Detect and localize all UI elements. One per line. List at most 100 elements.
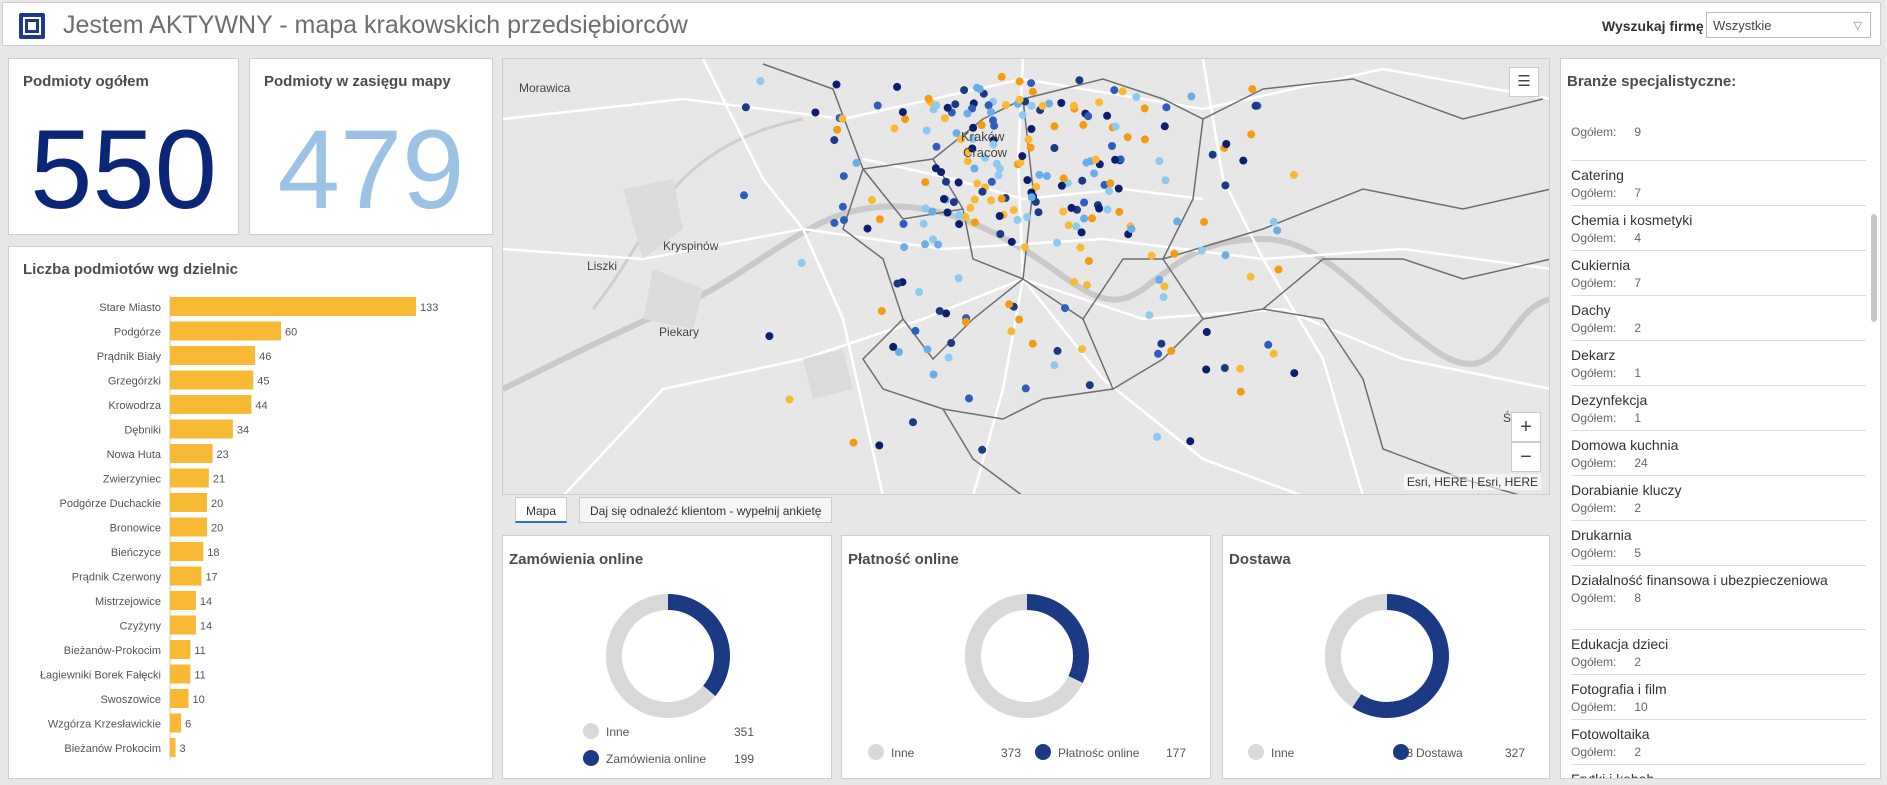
map-point[interactable] <box>1015 77 1024 86</box>
map-point[interactable] <box>1091 155 1100 164</box>
map-point[interactable] <box>957 135 965 144</box>
map-point[interactable] <box>1059 207 1068 216</box>
branch-list-item[interactable]: Cukiernia Ogółem: 7 <box>1571 251 1866 296</box>
map-point[interactable] <box>944 353 953 362</box>
map-point[interactable] <box>1084 112 1093 121</box>
company-search-select[interactable]: Wszystkie ▽ <box>1706 12 1871 38</box>
map-point[interactable] <box>830 136 839 145</box>
zoom-in-button[interactable]: + <box>1511 412 1541 442</box>
map-point[interactable] <box>960 86 969 95</box>
map-point[interactable] <box>1187 92 1196 101</box>
branch-list-item[interactable]: Dekarz Ogółem: 1 <box>1571 341 1866 386</box>
map-point[interactable] <box>923 345 932 354</box>
branch-list-item[interactable]: Edukacja dzieci Ogółem: 2 <box>1571 630 1866 675</box>
list-icon[interactable]: ☰ <box>1509 67 1539 97</box>
map-point[interactable] <box>929 235 937 244</box>
map-point[interactable] <box>1001 101 1010 110</box>
donut-slice-1[interactable] <box>1026 594 1089 684</box>
map-point[interactable] <box>877 307 886 315</box>
map-point[interactable] <box>1024 135 1033 144</box>
map-point[interactable] <box>1005 300 1014 309</box>
map-point[interactable] <box>1045 99 1054 108</box>
map-point[interactable] <box>970 195 979 204</box>
map-point[interactable] <box>1155 275 1164 284</box>
branch-list-item[interactable]: Fotografia i film Ogółem: 10 <box>1571 675 1866 720</box>
map-point[interactable] <box>968 144 977 153</box>
bar-17[interactable] <box>170 713 182 733</box>
map-point[interactable] <box>1076 243 1085 252</box>
map-point[interactable] <box>1050 144 1059 152</box>
map-point[interactable] <box>1015 315 1024 324</box>
map-point[interactable] <box>838 202 847 211</box>
map-point[interactable] <box>1132 93 1141 101</box>
map-point[interactable] <box>1038 101 1047 110</box>
map-point[interactable] <box>970 164 979 173</box>
map-point[interactable] <box>987 177 996 186</box>
map-point[interactable] <box>1023 176 1032 185</box>
map-point[interactable] <box>1064 221 1073 230</box>
map-point[interactable] <box>1028 87 1037 96</box>
branch-list-item[interactable]: Działalność finansowa i ubezpieczeniowa O… <box>1571 566 1866 630</box>
map-point[interactable] <box>1028 339 1037 348</box>
map-point[interactable] <box>915 288 924 296</box>
map-point[interactable] <box>1108 142 1116 150</box>
map-point[interactable] <box>1208 150 1217 159</box>
map-point[interactable] <box>1290 369 1299 378</box>
donut-slice-0[interactable] <box>1325 594 1388 708</box>
branches-list[interactable]: Ogółem: 9 Catering Ogółem: 7 Chemia i kosmety… <box>1571 116 1866 778</box>
map-point[interactable] <box>1236 387 1245 396</box>
map-point[interactable] <box>919 219 928 228</box>
map-point[interactable] <box>961 213 970 221</box>
map-point[interactable] <box>899 219 908 228</box>
map-point[interactable] <box>765 332 774 341</box>
map-point[interactable] <box>977 121 986 130</box>
map-point[interactable] <box>1095 204 1104 213</box>
map-point[interactable] <box>1173 217 1182 226</box>
map-point[interactable] <box>1057 181 1066 190</box>
map-point[interactable] <box>1106 179 1115 188</box>
map-point[interactable] <box>921 178 930 187</box>
map-point[interactable] <box>1123 133 1132 142</box>
bar-0[interactable] <box>170 297 417 316</box>
bar-9[interactable] <box>170 517 207 537</box>
map-point[interactable] <box>1105 187 1114 195</box>
map-point[interactable] <box>1027 125 1036 133</box>
map-point[interactable] <box>973 179 982 188</box>
map-point[interactable] <box>1059 174 1068 183</box>
map-point[interactable] <box>1090 169 1099 178</box>
branch-list-item[interactable]: Catering Ogółem: 7 <box>1571 161 1866 206</box>
map-point[interactable] <box>840 216 848 225</box>
map-point[interactable] <box>1057 99 1066 107</box>
map-point[interactable] <box>949 198 958 207</box>
map-point[interactable] <box>1111 122 1120 131</box>
bar-13[interactable] <box>170 615 196 635</box>
map-point[interactable] <box>1170 249 1179 258</box>
bar-11[interactable] <box>170 566 202 586</box>
map-point[interactable] <box>1160 282 1169 291</box>
map-point[interactable] <box>1222 140 1231 148</box>
map-point[interactable] <box>1078 345 1086 354</box>
map-point[interactable] <box>922 126 931 135</box>
map-point[interactable] <box>921 240 929 249</box>
branch-list-item[interactable]: Drukarnia Ogółem: 5 <box>1571 521 1866 566</box>
tab-survey[interactable]: Daj się odnaleźć klientom - wypełnij ank… <box>579 497 833 523</box>
map-point[interactable] <box>1289 170 1298 179</box>
map-point[interactable] <box>952 129 961 138</box>
map-point[interactable] <box>832 80 841 89</box>
map-point[interactable] <box>1269 349 1278 358</box>
map-point[interactable] <box>873 101 882 110</box>
map-point[interactable] <box>1221 251 1230 260</box>
map-point[interactable] <box>875 215 884 224</box>
bar-10[interactable] <box>170 542 204 561</box>
map-point[interactable] <box>995 164 1004 173</box>
map-point[interactable] <box>839 172 848 181</box>
map-point[interactable] <box>1239 156 1248 165</box>
map-point[interactable] <box>901 115 910 124</box>
map-point[interactable] <box>797 258 806 267</box>
map-point[interactable] <box>1035 170 1044 179</box>
branch-list-item[interactable]: Chemia i kosmetyki Ogółem: 4 <box>1571 206 1866 251</box>
bar-12[interactable] <box>170 591 196 610</box>
map-point[interactable] <box>1078 176 1087 185</box>
map-point[interactable] <box>1147 251 1156 260</box>
branch-list-item[interactable]: Ogółem: 9 <box>1571 116 1866 161</box>
